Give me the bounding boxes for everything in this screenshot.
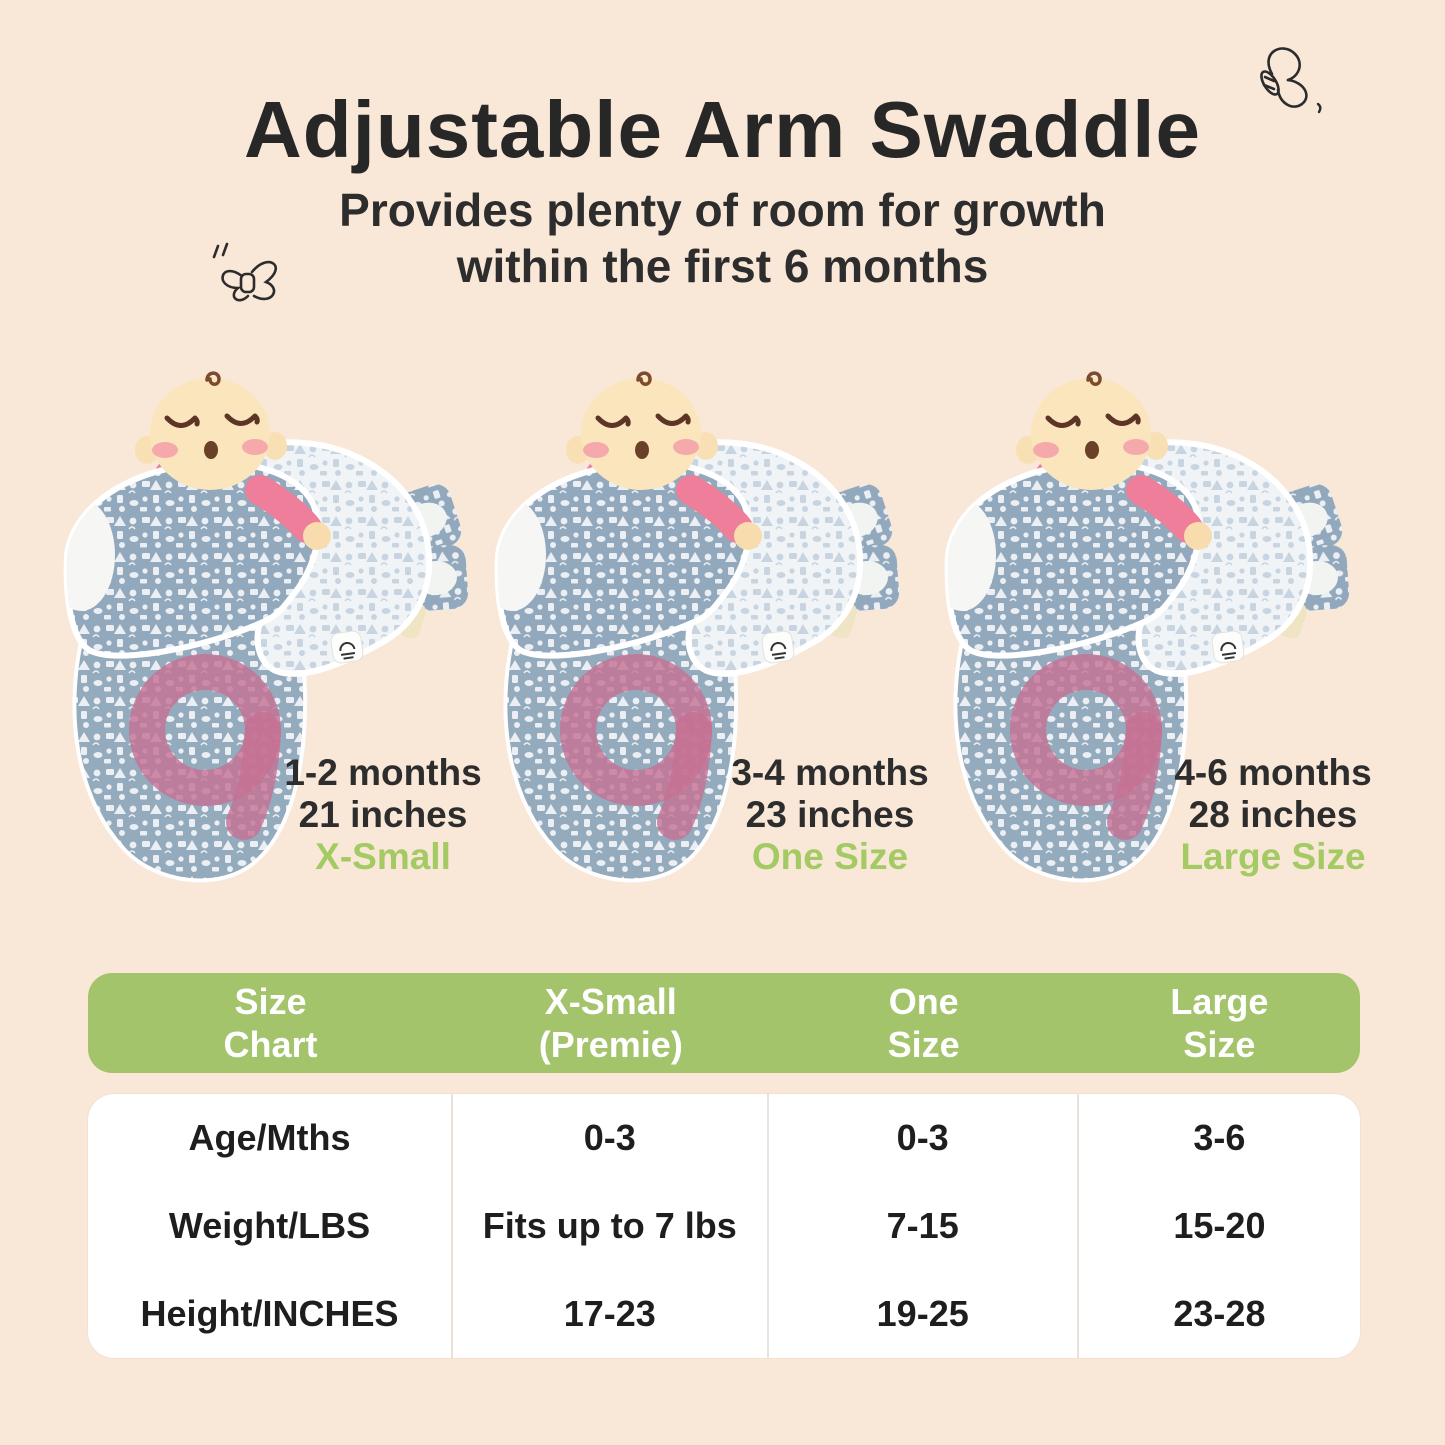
header-col-one-size: One Size	[887, 981, 960, 1065]
row-label-height: Height/INCHES	[88, 1270, 454, 1358]
size-chart-header: Size Chart X-Small (Premie) One Size Lar…	[88, 973, 1360, 1073]
age-one-size: 0-3	[769, 1094, 1079, 1182]
page-title: Adjustable Arm Swaddle	[244, 85, 1201, 174]
age-xsmall: 0-3	[453, 1094, 769, 1182]
size-name: One Size	[751, 836, 909, 877]
height-one-size: 19-25	[769, 1270, 1079, 1358]
header-col-xsmall: X-Small (Premie)	[538, 981, 683, 1065]
age-range: 3-4 months	[731, 752, 929, 793]
height-large: 23-28	[1173, 1293, 1266, 1334]
butterfly-icon	[1260, 47, 1322, 114]
age-range: 1-2 months	[284, 752, 482, 793]
weight-large: 15-20	[1173, 1205, 1266, 1246]
size-name: Large Size	[1180, 836, 1366, 877]
header-col-size-chart: Size Chart	[223, 981, 318, 1065]
length: 23 inches	[745, 794, 915, 835]
size-label-onesize: 3-4 months 23 inches One Size	[660, 752, 1000, 878]
weight-one-size: 7-15	[769, 1182, 1079, 1270]
row-label-age: Age/Mths	[88, 1094, 454, 1182]
size-name: X-Small	[315, 836, 451, 877]
size-label-large: 4-6 months 28 inches Large Size	[1103, 752, 1443, 878]
page-subtitle: Provides plenty of room for growth withi…	[0, 182, 1445, 294]
subtitle-line-1: Provides plenty of room for growth	[339, 184, 1106, 236]
weight-xsmall: Fits up to 7 lbs	[453, 1182, 769, 1270]
height-xsmall: 17-23	[453, 1270, 769, 1358]
subtitle-line-2: within the first 6 months	[456, 240, 989, 292]
length: 28 inches	[1188, 794, 1358, 835]
header-col-large-size: Large Size	[1170, 981, 1269, 1065]
size-chart-table: Age/Mths 0-3 0-3 3-6 Weight/LBS Fits up …	[88, 1094, 1360, 1358]
age-large: 3-6	[1193, 1117, 1246, 1158]
bow-icon	[212, 242, 277, 302]
row-label-weight: Weight/LBS	[88, 1182, 454, 1270]
size-label-xsmall: 1-2 months 21 inches X-Small	[213, 752, 553, 878]
age-range: 4-6 months	[1174, 752, 1372, 793]
length: 21 inches	[298, 794, 468, 835]
